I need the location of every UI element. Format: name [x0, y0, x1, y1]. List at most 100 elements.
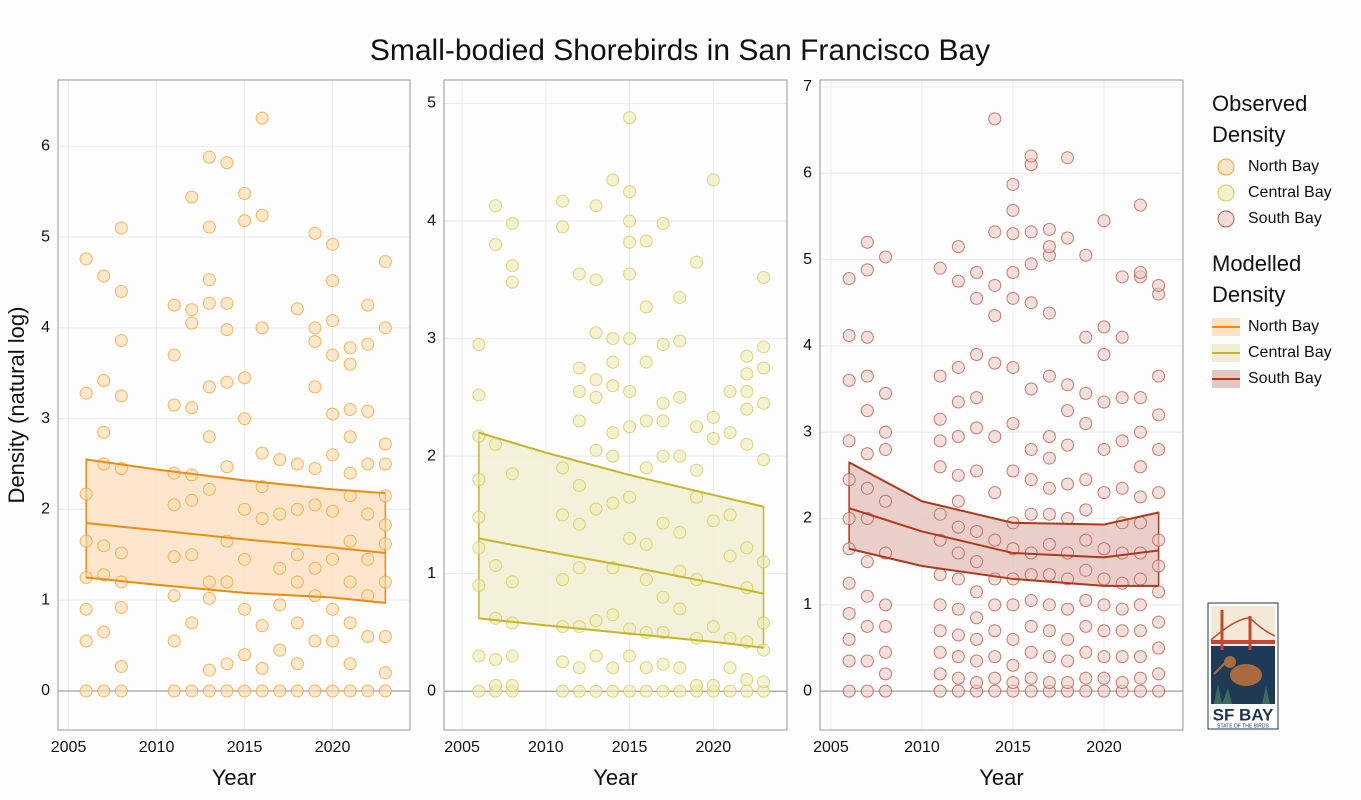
observed-point — [860, 589, 874, 603]
legend-label: Central Bay — [1248, 344, 1332, 361]
observed-point — [1133, 265, 1147, 279]
observed-point — [1061, 231, 1075, 245]
observed-point — [860, 330, 874, 344]
observed-point — [378, 575, 392, 589]
observed-point — [723, 384, 737, 398]
observed-point — [572, 561, 586, 575]
observed-point — [606, 608, 620, 622]
observed-point — [1152, 667, 1166, 681]
observed-point — [606, 684, 620, 698]
observed-point — [273, 561, 287, 575]
observed-point — [933, 460, 947, 474]
observed-point — [290, 575, 304, 589]
observed-point — [1115, 391, 1129, 405]
observed-point — [623, 214, 637, 228]
observed-point — [472, 510, 486, 524]
observed-point — [988, 650, 1002, 664]
observed-point — [79, 634, 93, 648]
observed-point — [1024, 645, 1038, 659]
observed-point — [202, 430, 216, 444]
legend: Observed Density North Bay Central Bay Sou… — [1212, 88, 1352, 392]
observed-point — [1115, 576, 1129, 590]
observed-point — [505, 259, 519, 273]
observed-point — [238, 648, 252, 662]
observed-point — [951, 628, 965, 642]
legend-title: Modelled Density — [1212, 251, 1302, 307]
observed-point — [673, 661, 687, 675]
observed-point — [1079, 645, 1093, 659]
observed-point — [860, 404, 874, 418]
legend-label: South Bay — [1248, 370, 1322, 387]
observed-point — [1097, 320, 1111, 334]
observed-point — [740, 384, 754, 398]
observed-point — [970, 524, 984, 538]
observed-point — [1061, 546, 1075, 560]
observed-point — [656, 684, 670, 698]
observed-point — [378, 666, 392, 680]
observed-point — [673, 390, 687, 404]
observed-point — [970, 585, 984, 599]
observed-point — [1079, 503, 1093, 517]
observed-point — [185, 303, 199, 317]
observed-point — [623, 267, 637, 281]
observed-point — [988, 671, 1002, 685]
observed-point — [842, 632, 856, 646]
observed-point — [757, 643, 771, 657]
observed-point — [988, 356, 1002, 370]
observed-point — [706, 514, 720, 528]
observed-point — [1042, 537, 1056, 551]
observed-point — [326, 237, 340, 251]
observed-point — [308, 226, 322, 240]
observed-point — [326, 634, 340, 648]
observed-point — [1097, 671, 1111, 685]
observed-point — [167, 398, 181, 412]
observed-point — [656, 625, 670, 639]
observed-point — [472, 473, 486, 487]
observed-point — [589, 273, 603, 287]
observed-point — [167, 589, 181, 603]
observed-point — [1097, 624, 1111, 638]
observed-point — [589, 326, 603, 340]
legend-point — [1217, 210, 1235, 228]
observed-point — [690, 463, 704, 477]
y-tick-label: 3 — [803, 423, 812, 440]
observed-point — [988, 309, 1002, 323]
panel: 0 1 2 3 4 5 2005 2010 2015 2020 Year — [427, 79, 788, 790]
observed-point — [114, 221, 128, 235]
observed-point — [860, 555, 874, 569]
observed-point — [343, 616, 357, 630]
x-tick-label: 2020 — [1086, 739, 1122, 756]
observed-point — [308, 462, 322, 476]
model-line-lower — [86, 576, 386, 604]
observed-point — [308, 634, 322, 648]
observed-point — [656, 337, 670, 351]
observed-point — [202, 575, 216, 589]
observed-point — [842, 473, 856, 487]
observed-point — [951, 274, 965, 288]
observed-point — [970, 464, 984, 478]
observed-point — [572, 479, 586, 493]
observed-point — [860, 235, 874, 249]
observed-point — [673, 449, 687, 463]
observed-point — [273, 598, 287, 612]
observed-point — [988, 533, 1002, 547]
observed-point — [308, 561, 322, 575]
x-tick-label: 2010 — [904, 739, 940, 756]
observed-point — [489, 437, 503, 451]
observed-point — [1152, 615, 1166, 629]
observed-point — [879, 645, 893, 659]
observed-point — [1079, 533, 1093, 547]
observed-point — [343, 403, 357, 417]
observed-point — [361, 404, 375, 418]
observed-point — [639, 414, 653, 428]
observed-point — [623, 684, 637, 698]
observed-point — [1079, 386, 1093, 400]
model-line-upper — [86, 458, 386, 495]
observed-point — [97, 373, 111, 387]
observed-point — [1133, 425, 1147, 439]
observed-point — [933, 507, 947, 521]
observed-point — [1061, 632, 1075, 646]
plot-area — [79, 111, 392, 698]
observed-point — [114, 684, 128, 698]
